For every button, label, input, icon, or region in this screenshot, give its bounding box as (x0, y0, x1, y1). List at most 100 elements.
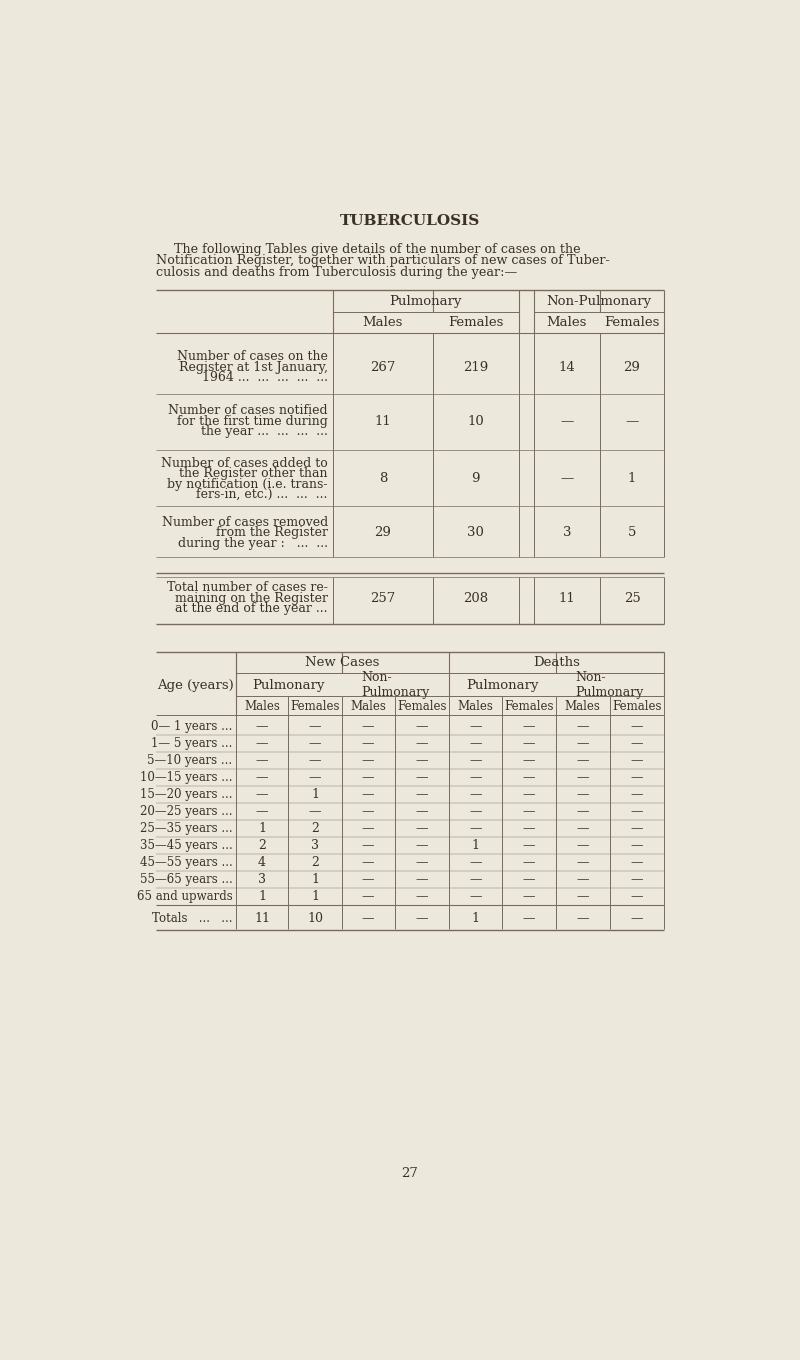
Text: during the year :   ...  ...: during the year : ... ... (178, 537, 328, 549)
Text: 3: 3 (562, 526, 571, 540)
Text: —: — (362, 913, 374, 925)
Text: Females: Females (504, 699, 554, 713)
Text: —: — (470, 855, 482, 869)
Text: —: — (522, 787, 535, 801)
Text: —: — (522, 873, 535, 885)
Text: —: — (577, 771, 589, 785)
Text: —: — (470, 889, 482, 903)
Text: Males: Males (458, 699, 494, 713)
Text: at the end of the year ...: at the end of the year ... (175, 602, 328, 615)
Text: 30: 30 (467, 526, 484, 540)
Text: —: — (522, 721, 535, 733)
Text: The following Tables give details of the number of cases on the: The following Tables give details of the… (158, 243, 581, 256)
Text: 3: 3 (258, 873, 266, 885)
Text: Non-
Pulmonary: Non- Pulmonary (361, 672, 430, 699)
Text: 2: 2 (311, 855, 319, 869)
Text: —: — (362, 787, 374, 801)
Text: —: — (631, 787, 643, 801)
Text: —: — (522, 839, 535, 851)
Text: —: — (309, 737, 322, 751)
Text: 1: 1 (311, 889, 319, 903)
Text: —: — (470, 755, 482, 767)
Text: TUBERCULOSIS: TUBERCULOSIS (340, 214, 480, 228)
Text: 11: 11 (254, 913, 270, 925)
Text: 4: 4 (258, 855, 266, 869)
Text: Number of cases on the: Number of cases on the (177, 351, 328, 363)
Text: —: — (362, 805, 374, 817)
Text: —: — (522, 771, 535, 785)
Text: —: — (470, 821, 482, 835)
Text: Non-
Pulmonary: Non- Pulmonary (576, 672, 644, 699)
Text: —: — (522, 805, 535, 817)
Text: 219: 219 (463, 360, 489, 374)
Text: 25: 25 (624, 592, 641, 605)
Text: —: — (631, 771, 643, 785)
Text: —: — (415, 855, 428, 869)
Text: 257: 257 (370, 592, 395, 605)
Text: 10: 10 (307, 913, 323, 925)
Text: —: — (631, 913, 643, 925)
Text: —: — (577, 721, 589, 733)
Text: 9: 9 (472, 472, 480, 486)
Text: —: — (415, 805, 428, 817)
Text: 1: 1 (311, 873, 319, 885)
Text: 27: 27 (402, 1167, 418, 1180)
Text: 1964 ...  ...  ...  ...  ...: 1964 ... ... ... ... ... (202, 371, 328, 384)
Text: —: — (256, 755, 268, 767)
Text: 29: 29 (374, 526, 391, 540)
Text: —: — (362, 737, 374, 751)
Text: —: — (631, 737, 643, 751)
Text: Notification Register, together with particulars of new cases of Tuber-: Notification Register, together with par… (156, 254, 610, 268)
Text: —: — (522, 913, 535, 925)
Text: —: — (577, 873, 589, 885)
Text: Register at 1st January,: Register at 1st January, (179, 360, 328, 374)
Text: —: — (522, 889, 535, 903)
Text: —: — (415, 873, 428, 885)
Text: —: — (362, 855, 374, 869)
Text: 65 and upwards: 65 and upwards (137, 889, 233, 903)
Text: 1: 1 (471, 913, 479, 925)
Text: —: — (256, 771, 268, 785)
Text: —: — (631, 839, 643, 851)
Text: Pulmonary: Pulmonary (253, 679, 325, 692)
Text: 5: 5 (628, 526, 636, 540)
Text: —: — (577, 755, 589, 767)
Text: —: — (415, 913, 428, 925)
Text: 1— 5 years ...: 1— 5 years ... (151, 737, 233, 751)
Text: 208: 208 (463, 592, 489, 605)
Text: —: — (631, 805, 643, 817)
Text: by notification (i.e. trans-: by notification (i.e. trans- (167, 477, 328, 491)
Text: Females: Females (290, 699, 340, 713)
Text: —: — (415, 721, 428, 733)
Text: —: — (256, 737, 268, 751)
Text: Females: Females (612, 699, 662, 713)
Text: —: — (309, 721, 322, 733)
Text: Non-Pulmonary: Non-Pulmonary (546, 295, 652, 309)
Text: —: — (470, 721, 482, 733)
Text: —: — (256, 805, 268, 817)
Text: Number of cases notified: Number of cases notified (168, 404, 328, 418)
Text: —: — (626, 415, 638, 427)
Text: Females: Females (397, 699, 446, 713)
Text: 11: 11 (374, 415, 391, 427)
Text: 1: 1 (311, 787, 319, 801)
Text: Totals   ...   ...: Totals ... ... (152, 913, 233, 925)
Text: —: — (415, 839, 428, 851)
Text: Females: Females (604, 316, 660, 329)
Text: —: — (470, 787, 482, 801)
Text: Number of cases removed: Number of cases removed (162, 515, 328, 529)
Text: 0— 1 years ...: 0— 1 years ... (151, 721, 233, 733)
Text: Males: Males (244, 699, 280, 713)
Text: —: — (577, 839, 589, 851)
Text: —: — (415, 737, 428, 751)
Text: —: — (631, 855, 643, 869)
Text: 1: 1 (471, 839, 479, 851)
Text: Males: Males (565, 699, 601, 713)
Text: Total number of cases re-: Total number of cases re- (167, 581, 328, 594)
Text: maining on the Register: maining on the Register (175, 592, 328, 605)
Text: —: — (362, 771, 374, 785)
Text: Males: Males (362, 316, 403, 329)
Text: —: — (415, 889, 428, 903)
Text: Age (years): Age (years) (158, 679, 234, 692)
Text: for the first time during: for the first time during (177, 415, 328, 427)
